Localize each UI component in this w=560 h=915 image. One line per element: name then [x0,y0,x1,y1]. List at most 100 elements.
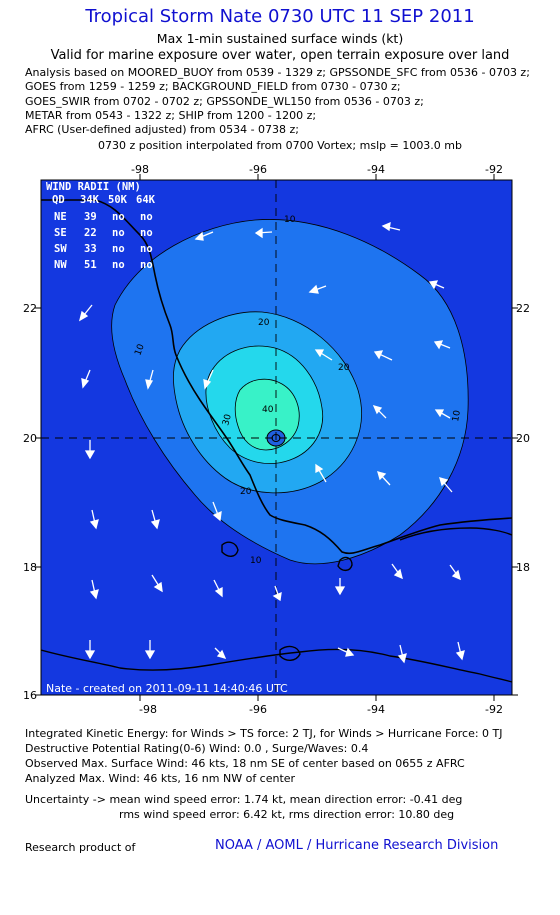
uncertainty-stats: Uncertainty -> mean wind speed error: 1.… [25,793,462,822]
ike-line: Integrated Kinetic Energy: for Winds > T… [25,727,503,740]
lat-tick-label: 22 [516,302,530,315]
dpr-line: Destructive Potential Rating(0-6) Wind: … [25,741,369,755]
lon-tick-label: -96 [249,163,267,176]
uncertainty-line: Uncertainty -> mean wind speed error: 1.… [25,793,463,806]
contour-band-40kt [234,378,300,451]
island [279,645,301,661]
wind-arrow [212,501,222,522]
wind-arrow [381,221,401,232]
contour-label: 20 [258,318,270,328]
map-frame [40,179,513,696]
wind-map-svg: -98 -96 -94 -92 -98 -96 -94 -92 22 20 18… [23,163,530,716]
lat-tick-label: 18 [23,561,37,574]
wind-arrow [449,564,461,581]
wind-arrow [439,477,453,493]
lat-tick-label: 18 [516,561,530,574]
contour-label: 30 [221,413,234,427]
yucatan-coast [399,527,512,541]
contour-label: 10 [284,215,296,225]
vortex-position-note: 0730 z position interpolated from 0700 V… [97,139,462,152]
contour-label: 10 [250,556,262,566]
lon-tick-label: -94 [367,703,385,716]
wind-arrow [308,284,327,294]
wind-arrow [151,574,163,593]
wind-arrow [213,579,223,598]
wind-arrow [214,647,227,660]
radii-value: no [112,259,125,271]
wind-arrow [89,509,99,530]
analysis-line: GOES_SWIR from 0702 - 0702 z; GPSSONDE_W… [25,94,424,108]
radii-header: 64K [136,194,156,206]
radii-quadrant: NW [54,259,67,271]
island [221,541,239,557]
contour-label: 10 [451,409,463,422]
radii-value: no [112,227,125,239]
lat-tick-label: 20 [23,432,37,445]
wind-map: -98 -96 -94 -92 -98 -96 -94 -92 22 20 18… [0,160,560,720]
wind-arrow [314,349,333,361]
wind-arrow [391,563,403,580]
axis-ticks [35,174,518,701]
analysis-line: AFRC (User-defined adjusted) from 0534 -… [25,123,300,137]
wind-arrow [397,644,407,664]
wind-arrow [455,641,465,661]
lon-tick-label: -96 [249,703,267,716]
island [337,556,353,572]
wind-arrow [373,350,393,361]
wind-arrow [145,369,154,390]
lon-tick-label: -98 [139,703,157,716]
mexico-coastline [41,199,512,555]
analysis-line: Analysis based on MOORED_BUOY from 0539 … [25,66,530,79]
radii-value: 22 [84,227,97,239]
wind-arrow [144,640,156,660]
observed-max-line: Observed Max. Surface Wind: 46 kts, 18 n… [25,757,465,770]
map-title: Tropical Storm Nate 0730 UTC 11 SEP 2011 [85,6,475,27]
wind-arrow [89,579,99,600]
wind-arrow [428,280,445,290]
radii-value: no [140,243,153,255]
contour-label: 20 [240,487,252,497]
wind-arrow [337,647,355,657]
lon-tick-label: -98 [131,163,149,176]
max-wind-stats: Observed Max. Surface Wind: 46 kts, 18 n… [25,757,465,786]
wind-vectors [78,221,465,664]
analysis-line: METAR from 0543 - 1322 z; SHIP from 1200… [25,108,317,122]
wind-arrow [315,463,327,483]
radii-quadrant: SE [54,227,67,239]
uncertainty-rms-line: rms wind speed error: 6.42 kt, rms direc… [119,807,455,821]
radii-header: QD [52,194,65,206]
radii-value: no [112,211,125,223]
radii-value: 39 [84,211,97,223]
wind-arrow [78,304,93,322]
wind-arrow [203,369,214,390]
analysis-line: GOES from 1259 - 1259 z; BACKGROUND_FIEL… [25,80,401,94]
radii-header: 50K [108,194,128,206]
radii-header: 34K [80,194,100,206]
wind-arrow [194,231,214,241]
contour-label: 40 [262,405,274,415]
map-subtitle: Max 1-min sustained surface winds (kt) [156,31,404,46]
wind-arrow [254,227,273,239]
radii-value: no [140,259,153,271]
wind-arrow [272,585,282,602]
map-credit: Nate - created on 2011-09-11 14:40:46 UT… [46,682,288,695]
wind-radii-title: WIND RADII (NM) [46,181,141,193]
radii-value: no [140,227,153,239]
radii-value: no [112,243,125,255]
lon-tick-label: -92 [485,703,503,716]
wind-arrow [334,578,346,596]
analysis-sources: Analysis based on MOORED_BUOY from 0539 … [25,66,530,137]
contour-label: 10 [133,343,146,357]
lon-tick-label: -92 [485,163,503,176]
analyzed-max-line: Analyzed Max. Wind: 46 kts, 16 nm NW of … [25,771,296,785]
wind-arrow [81,369,91,389]
lat-tick-label: 20 [516,432,530,445]
radii-quadrant: SW [54,243,67,255]
radii-value: 33 [84,243,97,255]
lat-tick-label: 16 [23,689,37,702]
wind-arrow [434,409,451,419]
wind-arrow [372,404,387,419]
radii-value: no [140,211,153,223]
radii-quadrant: NE [54,211,67,223]
wind-arrow [84,640,96,660]
